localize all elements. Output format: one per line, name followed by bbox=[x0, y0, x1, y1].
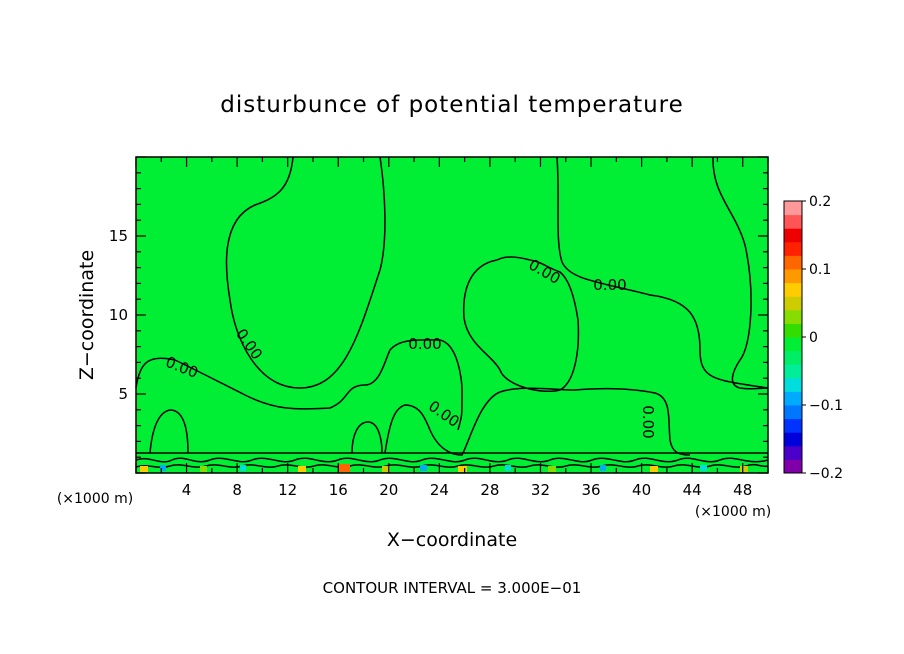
noise-patch bbox=[338, 464, 350, 472]
colorbar-ticks: 0.2 0.1 0 −0.1 −0.2 bbox=[802, 194, 843, 482]
colorbar-block bbox=[784, 255, 802, 270]
contour-line bbox=[135, 457, 769, 463]
colorbar-tick-label: 0.2 bbox=[809, 194, 831, 210]
colorbar-tick-label: 0.1 bbox=[809, 262, 831, 278]
contour-line bbox=[462, 256, 580, 392]
noise-patch bbox=[240, 465, 246, 471]
contour-line bbox=[351, 421, 383, 454]
colorbar-block bbox=[784, 269, 802, 284]
x-tick-label: 36 bbox=[581, 481, 600, 499]
colorbar-block bbox=[784, 296, 802, 311]
colorbar-block bbox=[784, 405, 802, 420]
x-axis-label: X−coordinate bbox=[387, 529, 517, 551]
surface-noise bbox=[140, 464, 748, 472]
x-unit-left: (×1000 m) bbox=[57, 491, 133, 507]
colorbar-tick-label: −0.2 bbox=[809, 466, 843, 482]
chart-title: disturbunce of potential temperature bbox=[220, 92, 684, 118]
contour-line bbox=[135, 339, 463, 431]
noise-patch bbox=[140, 466, 148, 472]
colorbar-block bbox=[784, 459, 802, 474]
colorbar-block bbox=[784, 201, 802, 216]
contour-label: 0.00 bbox=[408, 335, 441, 353]
x-unit-right: (×1000 m) bbox=[695, 504, 771, 520]
colorbar-block bbox=[784, 214, 802, 229]
colorbar-tick-label: 0 bbox=[809, 330, 818, 346]
colorbar-block bbox=[784, 309, 802, 324]
contour-line bbox=[556, 156, 769, 389]
x-tick-label: 8 bbox=[232, 481, 242, 499]
noise-patch bbox=[420, 465, 427, 471]
x-tick-label: 16 bbox=[329, 481, 348, 499]
colorbar-block bbox=[784, 228, 802, 243]
x-tick-label: 32 bbox=[531, 481, 550, 499]
noise-patch bbox=[160, 465, 166, 471]
colorbar-block bbox=[784, 282, 802, 297]
x-tick-label: 4 bbox=[182, 481, 192, 499]
contour-label: 0.00 bbox=[593, 276, 626, 294]
x-tick-label: 24 bbox=[430, 481, 449, 499]
colorbar-blocks bbox=[784, 201, 802, 474]
contour-line bbox=[712, 156, 769, 390]
noise-patch bbox=[298, 466, 306, 472]
x-tick-marks: 4 8 12 16 20 24 28 32 36 40 44 48 bbox=[135, 157, 769, 499]
y-tick-marks: 5 10 15 bbox=[109, 156, 768, 474]
noise-patch bbox=[600, 465, 606, 471]
plot-area: 0.00 0.00 0.00 0.00 0.00 0.00 0.00 4 8 12 1… bbox=[109, 156, 769, 499]
colorbar-block bbox=[784, 241, 802, 256]
y-axis-label: Z−coordinate bbox=[76, 250, 98, 380]
x-tick-label: 40 bbox=[632, 481, 651, 499]
y-tick-label: 10 bbox=[109, 306, 128, 324]
colorbar-block bbox=[784, 350, 802, 365]
plot-fill bbox=[136, 157, 768, 473]
x-tick-label: 20 bbox=[379, 481, 398, 499]
x-tick-label: 44 bbox=[683, 481, 702, 499]
y-tick-label: 5 bbox=[118, 385, 128, 403]
y-tick-label: 15 bbox=[109, 227, 128, 245]
contour-label: 0.00 bbox=[639, 405, 657, 438]
colorbar-block bbox=[784, 391, 802, 406]
noise-patch bbox=[458, 466, 467, 472]
noise-patch bbox=[548, 466, 556, 472]
noise-patch bbox=[700, 465, 707, 471]
colorbar: 0.2 0.1 0 −0.1 −0.2 bbox=[783, 194, 843, 482]
contour-line bbox=[384, 387, 691, 456]
colorbar-tick-label: −0.1 bbox=[809, 398, 843, 414]
noise-patch bbox=[740, 466, 748, 472]
x-tick-label: 28 bbox=[480, 481, 499, 499]
colorbar-block bbox=[784, 418, 802, 433]
colorbar-block bbox=[784, 377, 802, 392]
x-tick-label: 48 bbox=[733, 481, 752, 499]
colorbar-block bbox=[784, 337, 802, 352]
noise-patch bbox=[505, 465, 511, 471]
colorbar-block bbox=[784, 432, 802, 447]
noise-patch bbox=[382, 466, 390, 472]
contour-interval-footer: CONTOUR INTERVAL = 3.000E−01 bbox=[323, 579, 582, 597]
colorbar-block bbox=[784, 364, 802, 379]
colorbar-block bbox=[784, 445, 802, 460]
contour-line bbox=[225, 156, 386, 389]
noise-patch bbox=[200, 466, 207, 472]
noise-patch bbox=[650, 466, 658, 472]
colorbar-block bbox=[784, 323, 802, 338]
x-tick-label: 12 bbox=[278, 481, 297, 499]
contour-line bbox=[149, 409, 189, 454]
